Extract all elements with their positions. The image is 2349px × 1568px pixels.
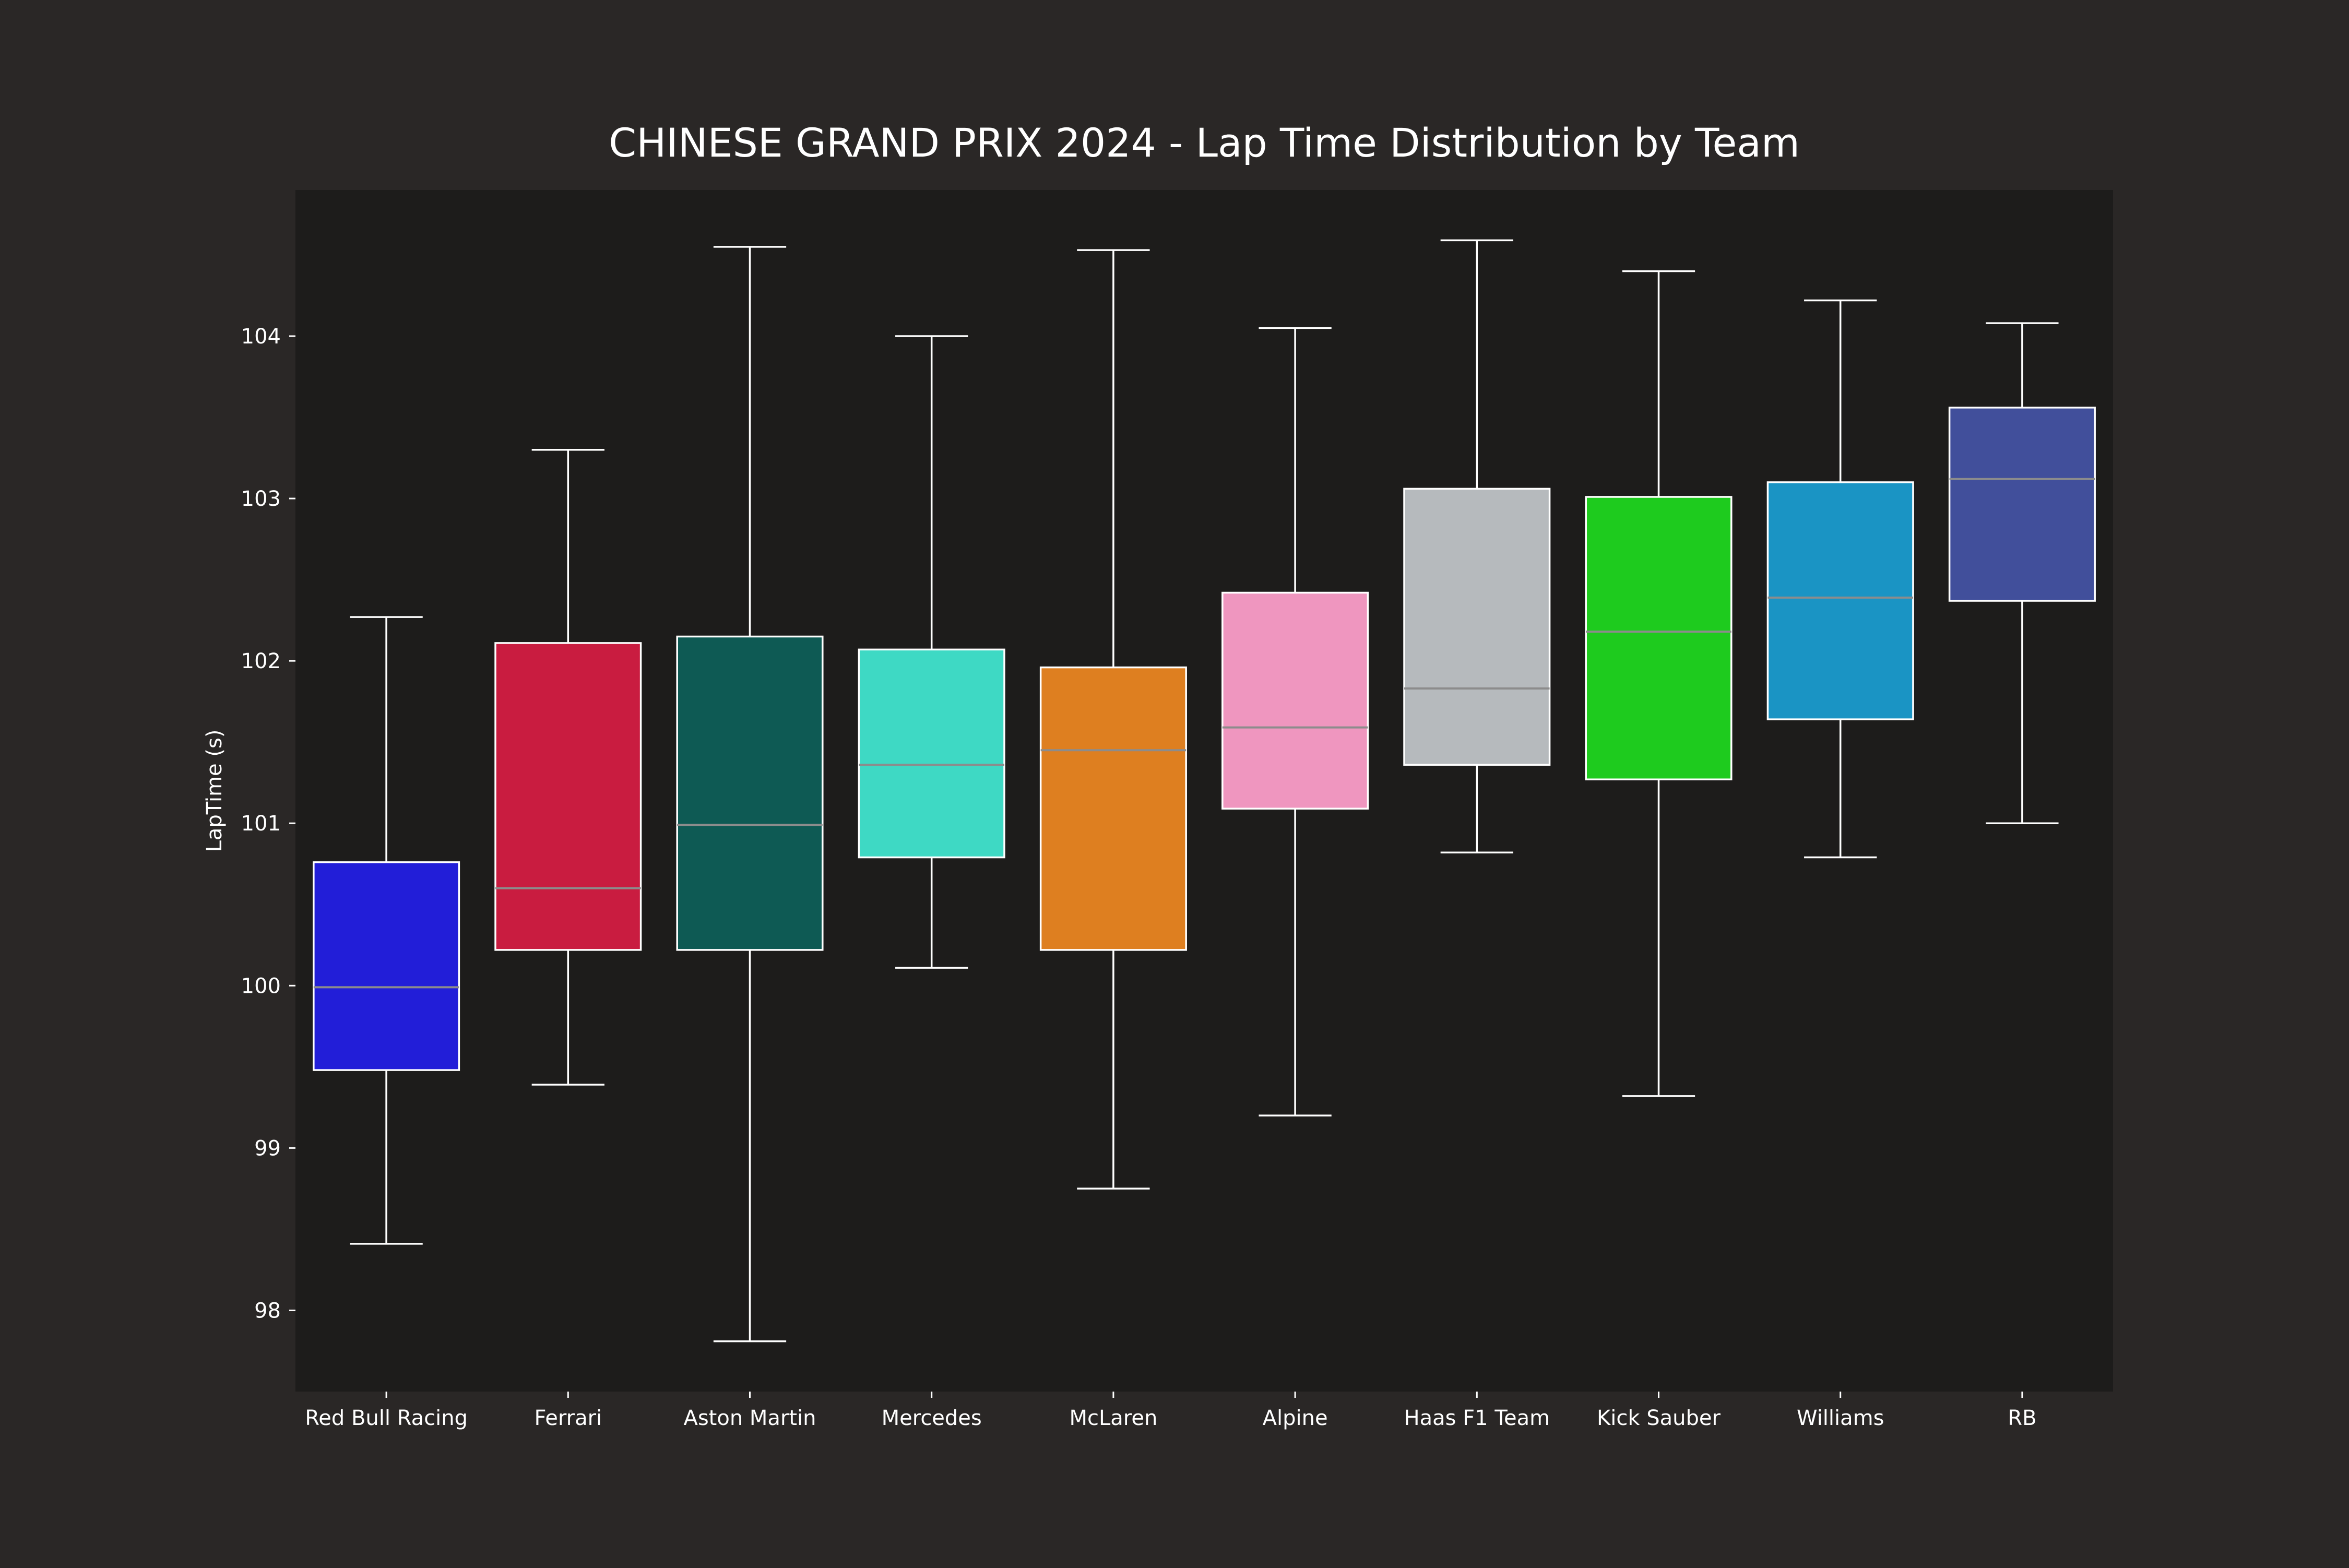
box-ferrari — [494, 448, 642, 1086]
x-tick-label: Alpine — [1263, 1406, 1328, 1430]
chart-title: CHINESE GRAND PRIX 2024 - Lap Time Distr… — [609, 120, 1800, 166]
y-tick-label: 101 — [241, 812, 281, 836]
y-tick-label: 104 — [241, 325, 281, 349]
box-red-bull-racing — [313, 616, 460, 1245]
box-kick-sauber — [1585, 270, 1733, 1097]
iqr-box — [1039, 666, 1187, 951]
box-haas-f1-team — [1403, 239, 1551, 853]
x-tick-label: Aston Martin — [683, 1406, 816, 1430]
y-tick-label: 102 — [241, 649, 281, 673]
box-aston-martin — [676, 246, 824, 1343]
box-williams — [1766, 299, 1914, 859]
iqr-box — [1221, 591, 1369, 810]
x-tick-label: Williams — [1797, 1406, 1884, 1430]
y-axis-label: LapTime (s) — [203, 730, 227, 852]
x-tick-label: RB — [2008, 1406, 2036, 1430]
iqr-box — [1585, 496, 1733, 780]
iqr-box — [313, 861, 460, 1071]
box-series — [313, 239, 2096, 1343]
x-tick-label: Red Bull Racing — [305, 1406, 468, 1430]
x-tick-label: Mercedes — [882, 1406, 982, 1430]
x-tick-label: McLaren — [1069, 1406, 1157, 1430]
y-tick-label: 100 — [241, 974, 281, 998]
y-tick-label: 99 — [254, 1136, 281, 1160]
iqr-box — [676, 635, 824, 951]
x-axis: Red Bull Racing Ferrari Aston Martin Merced… — [305, 1392, 2037, 1430]
box-mercedes — [858, 335, 1005, 969]
x-tick-label: Haas F1 Team — [1404, 1406, 1550, 1430]
iqr-box — [1948, 407, 2096, 602]
box-rb — [1948, 322, 2096, 824]
y-axis: 98 99 100 101 102 103 104 — [241, 325, 295, 1323]
box-mclaren — [1039, 249, 1187, 1190]
x-tick-label: Ferrari — [534, 1406, 602, 1430]
iqr-box — [1766, 481, 1914, 720]
iqr-box — [858, 648, 1005, 859]
iqr-box — [1403, 488, 1551, 766]
x-tick-label: Kick Sauber — [1597, 1406, 1721, 1430]
y-tick-label: 98 — [254, 1299, 281, 1323]
iqr-box — [494, 642, 642, 951]
y-tick-label: 103 — [241, 487, 281, 511]
box-alpine — [1221, 327, 1369, 1116]
